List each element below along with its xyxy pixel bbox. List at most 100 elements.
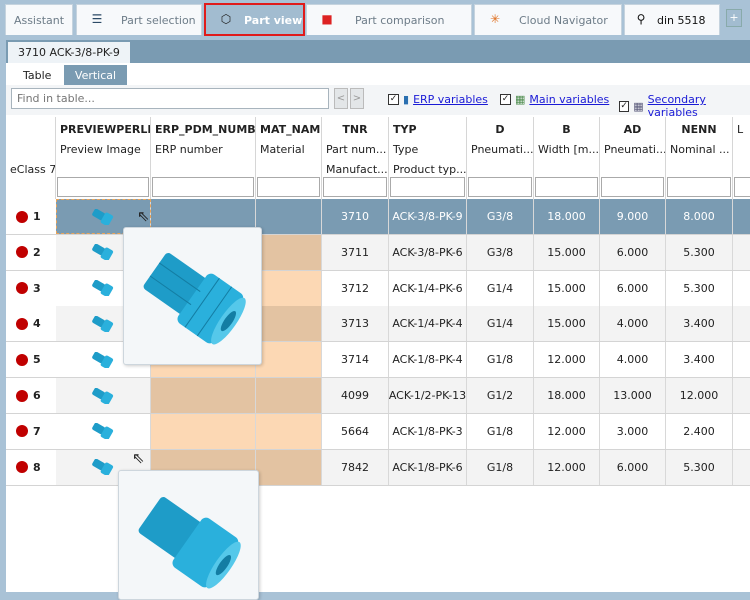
cell-d[interactable]: G1/4 — [467, 270, 534, 306]
tab-assistant[interactable]: Assistant — [5, 4, 73, 35]
cell-nenn[interactable]: 5.300 — [666, 270, 733, 306]
table-row[interactable]: 5 3714 ACK-1/8-PK-4 G1/8 12.000 4.000 3.400 — [6, 342, 750, 379]
cell-nenn[interactable]: 5.300 — [666, 449, 733, 485]
column-header[interactable]: AD Pneumati... — [600, 117, 666, 199]
cell-l[interactable] — [733, 199, 750, 234]
cell-tnr[interactable]: 7842 — [322, 449, 389, 485]
tab-cloud-navigator[interactable]: ✳ Cloud Navigator — [474, 4, 622, 35]
erp-variables-toggle[interactable]: ✓ ▮ ERP variables — [388, 93, 488, 106]
cell-tnr[interactable]: 3713 — [322, 306, 389, 342]
cell-ad[interactable]: 3.000 — [600, 413, 666, 449]
part-tab[interactable]: 3710 ACK-3/8-PK-9 — [8, 42, 130, 63]
cell-nenn[interactable]: 3.400 — [666, 342, 733, 378]
preview-cell[interactable] — [56, 199, 151, 234]
tab-search-din[interactable]: ⚲ din 5518 — [624, 4, 720, 35]
row-header[interactable]: 5 — [6, 342, 56, 378]
column-filter-input[interactable] — [57, 177, 149, 197]
cell-b[interactable]: 15.000 — [534, 234, 600, 270]
preview-cell[interactable] — [56, 449, 151, 485]
column-filter-input[interactable] — [667, 177, 731, 197]
material-cell[interactable] — [256, 199, 322, 234]
cell-l[interactable] — [733, 271, 750, 306]
row-header[interactable]: 3 — [6, 270, 56, 306]
erp-number-cell[interactable] — [151, 413, 256, 449]
table-row[interactable]: 2 3711 ACK-3/8-PK-6 G3/8 15.000 6.000 5.300 — [6, 234, 750, 271]
material-cell[interactable] — [256, 270, 322, 306]
cell-tnr[interactable]: 3711 — [322, 234, 389, 270]
cell-b[interactable]: 18.000 — [534, 199, 600, 234]
next-button[interactable]: > — [350, 88, 364, 109]
column-filter-input[interactable] — [535, 177, 598, 197]
cell-l[interactable] — [733, 378, 750, 413]
column-filter-input[interactable] — [468, 177, 532, 197]
cell-d[interactable]: G3/8 — [467, 199, 534, 234]
cell-d[interactable]: G1/2 — [467, 378, 534, 413]
cell-l[interactable] — [733, 235, 750, 270]
tab-part-selection[interactable]: ☰ Part selection — [76, 4, 202, 35]
erp-number-cell[interactable] — [151, 378, 256, 413]
material-cell[interactable] — [256, 378, 322, 413]
table-row[interactable]: 7 5664 ACK-1/8-PK-3 G1/8 12.000 3.000 2.400 — [6, 413, 750, 450]
column-header[interactable]: PREVIEWPERLINE Preview Image — [56, 117, 151, 199]
material-cell[interactable] — [256, 342, 322, 378]
tab-part-comparison[interactable]: ■ Part comparison — [306, 4, 472, 35]
tab-vertical[interactable]: Vertical — [64, 65, 127, 85]
cell-ad[interactable]: 9.000 — [600, 199, 666, 234]
cell-nenn[interactable]: 5.300 — [666, 234, 733, 270]
column-filter-input[interactable] — [257, 177, 320, 197]
cell-ad[interactable]: 13.000 — [600, 378, 666, 413]
cell-tnr[interactable]: 5664 — [322, 413, 389, 449]
row-header[interactable]: 2 — [6, 234, 56, 270]
cell-nenn[interactable]: 3.400 — [666, 306, 733, 342]
cell-ad[interactable]: 6.000 — [600, 234, 666, 270]
tab-part-view[interactable]: ⬡ Part view — [204, 3, 305, 36]
erp-variables-link[interactable]: ERP variables — [413, 93, 488, 106]
cell-typ[interactable]: ACK-1/2-PK-13 — [389, 378, 467, 413]
cell-d[interactable]: G1/8 — [467, 342, 534, 378]
cell-d[interactable]: G1/8 — [467, 413, 534, 449]
column-header[interactable]: NENN Nominal ... — [666, 117, 733, 199]
checkbox[interactable]: ✓ — [500, 94, 511, 105]
cell-b[interactable]: 15.000 — [534, 270, 600, 306]
cell-tnr[interactable]: 3712 — [322, 270, 389, 306]
cell-b[interactable]: 18.000 — [534, 378, 600, 413]
row-header[interactable]: 1 — [6, 199, 56, 234]
cell-typ[interactable]: ACK-1/8-PK-6 — [389, 449, 467, 485]
cell-ad[interactable]: 4.000 — [600, 306, 666, 342]
material-cell[interactable] — [256, 306, 322, 342]
cell-tnr[interactable]: 4099 — [322, 378, 389, 413]
prev-button[interactable]: < — [334, 88, 348, 109]
row-header[interactable]: 7 — [6, 413, 56, 449]
row-header[interactable]: 8 — [6, 449, 56, 485]
checkbox[interactable]: ✓ — [388, 94, 399, 105]
cell-nenn[interactable]: 12.000 — [666, 378, 733, 413]
table-row[interactable]: 3 3712 ACK-1/4-PK-6 G1/4 15.000 6.000 5.300 — [6, 270, 750, 307]
main-variables-link[interactable]: Main variables — [529, 93, 610, 106]
cell-d[interactable]: G1/4 — [467, 306, 534, 342]
column-header[interactable]: eClass 7.1 — [6, 117, 56, 199]
cell-tnr[interactable]: 3710 — [322, 199, 389, 234]
column-header[interactable]: TYP Type Product typ... — [389, 117, 467, 199]
add-tab-button[interactable]: + — [726, 9, 742, 27]
cell-nenn[interactable]: 8.000 — [666, 199, 733, 234]
column-filter-input[interactable] — [390, 177, 465, 197]
cell-l[interactable] — [733, 450, 750, 485]
preview-cell[interactable] — [56, 378, 151, 413]
cell-typ[interactable]: ACK-1/8-PK-4 — [389, 342, 467, 378]
cell-ad[interactable]: 6.000 — [600, 270, 666, 306]
column-filter-input[interactable] — [601, 177, 664, 197]
cell-typ[interactable]: ACK-1/4-PK-4 — [389, 306, 467, 342]
secondary-variables-link[interactable]: Secondary variables — [647, 93, 706, 119]
cell-typ[interactable]: ACK-3/8-PK-6 — [389, 234, 467, 270]
column-filter-input[interactable] — [734, 177, 750, 197]
column-header[interactable]: B Width [m... — [534, 117, 600, 199]
table-row[interactable]: 4 3713 ACK-1/4-PK-4 G1/4 15.000 4.000 3.400 — [6, 306, 750, 343]
secondary-variables-toggle[interactable]: ✓ ▦ Secondary variables — [619, 93, 750, 119]
cell-typ[interactable]: ACK-1/4-PK-6 — [389, 270, 467, 306]
column-header[interactable]: TNR Part num... Manufact... — [322, 117, 389, 199]
cell-d[interactable]: G3/8 — [467, 234, 534, 270]
cell-ad[interactable]: 6.000 — [600, 449, 666, 485]
tab-table[interactable]: Table — [12, 65, 63, 85]
cell-typ[interactable]: ACK-3/8-PK-9 — [389, 199, 467, 234]
row-header[interactable]: 4 — [6, 306, 56, 342]
